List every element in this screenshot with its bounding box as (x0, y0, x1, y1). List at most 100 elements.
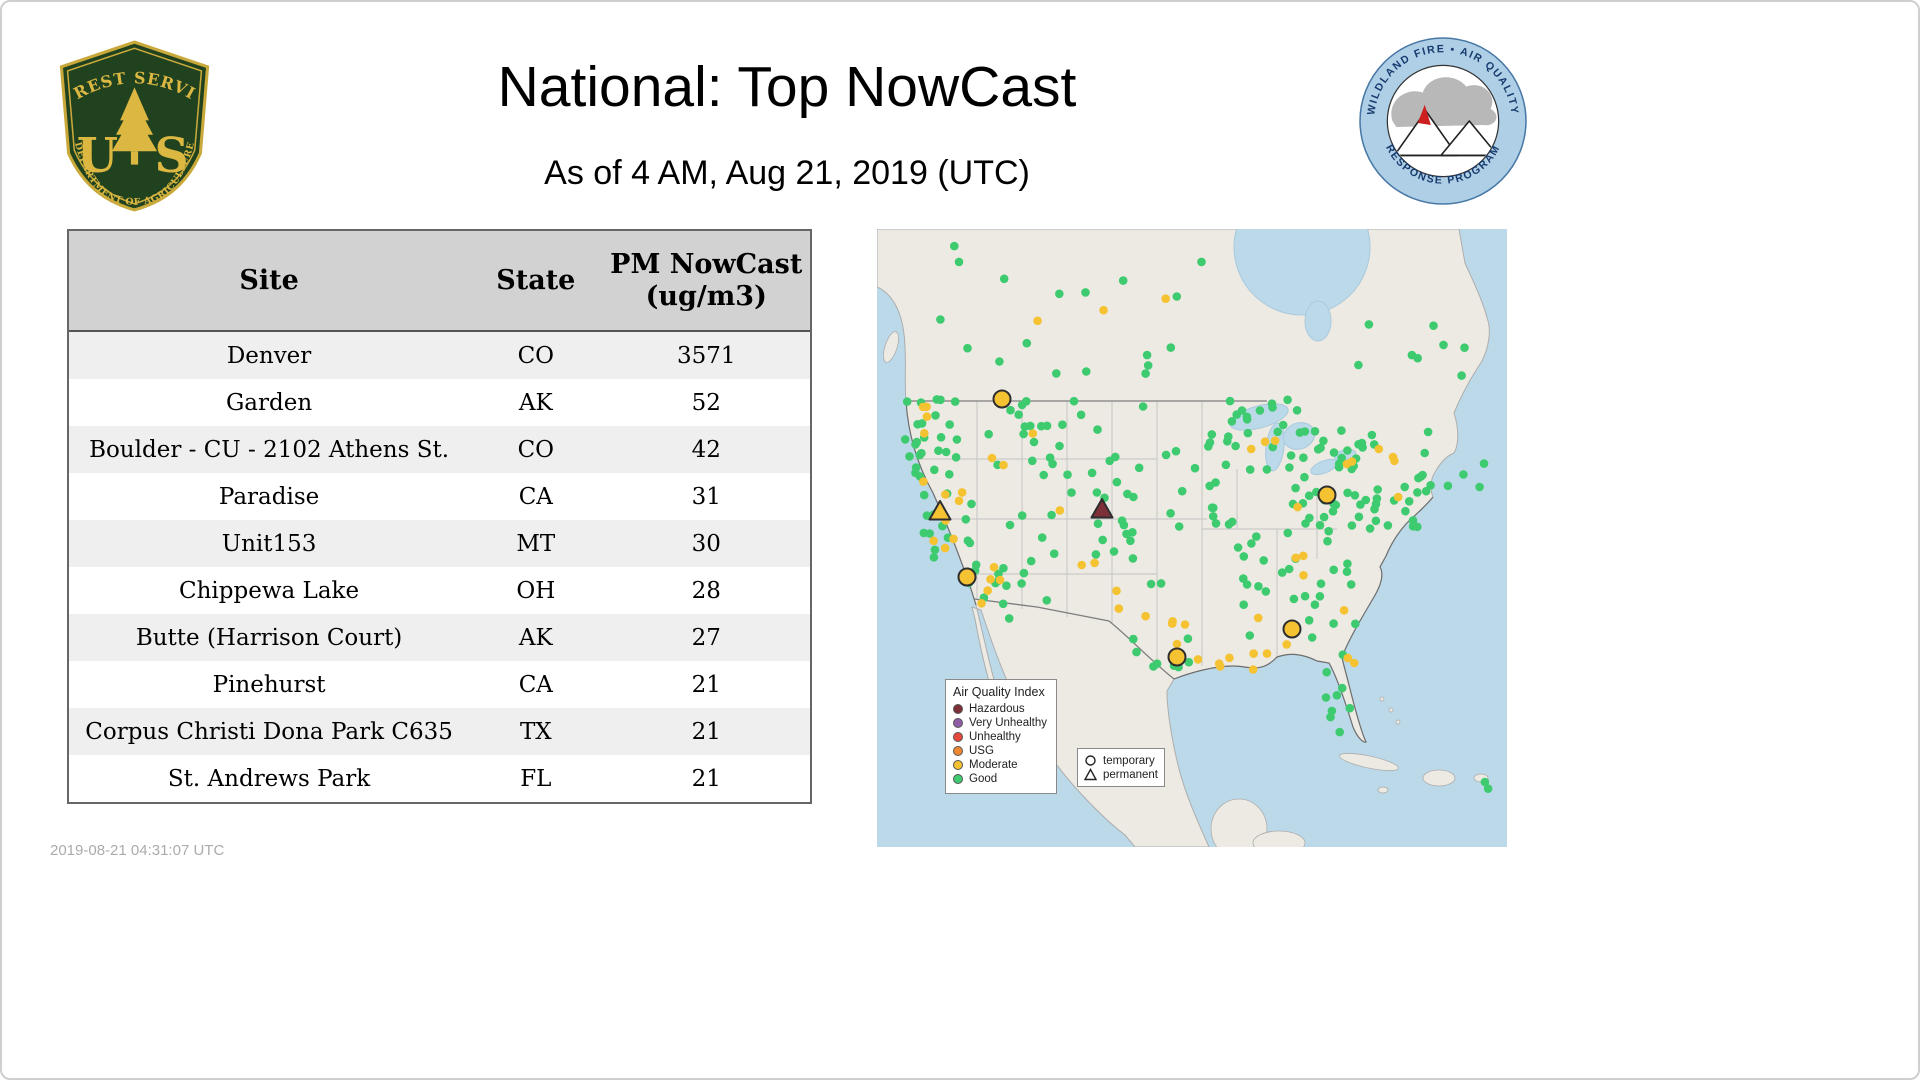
monitor-dot-good (900, 435, 910, 444)
aqi-legend-items: Hazardous Very Unhealthy Unhealthy USG Moder… (953, 703, 1049, 785)
monitor-dot-good (967, 499, 976, 509)
national-aqi-map: Air Quality Index Hazardous Very Unhealth… (877, 229, 1507, 847)
monitor-dot-good (1081, 288, 1090, 297)
monitor-dot-good (1126, 536, 1135, 546)
aqi-legend-item: Very Unhealthy (953, 717, 1049, 729)
top-nowcast-table: Site State PM NowCast (ug/m3) Denver CO 35… (67, 229, 812, 804)
monitor-dot-good (1223, 437, 1232, 446)
monitor-dot-good (1112, 477, 1122, 487)
site-cell: Chippewa Lake (179, 577, 360, 604)
monitor-dot-good (961, 515, 971, 524)
monitor-dot-good (1039, 470, 1048, 480)
monitor-dot-good (1156, 579, 1166, 588)
pine-tree-icon (111, 87, 158, 165)
usfs-letter-u: U (77, 129, 118, 184)
monitor-dot-good (1457, 371, 1466, 380)
monitor-dot-good (1322, 667, 1331, 677)
good-color-dot-icon (953, 774, 963, 784)
permanent-site-marker (1090, 498, 1114, 519)
monitor-dot-good (1093, 425, 1102, 434)
monitor-dot-good (1184, 657, 1194, 667)
monitor-dot-good (1329, 619, 1338, 628)
monitor-dot-moderate (954, 496, 964, 506)
table-row: Denver CO 3571 (69, 332, 810, 379)
monitor-dot-good (1329, 565, 1338, 575)
usfs-letter-s: S (154, 129, 188, 184)
monitor-dot-good (922, 511, 932, 520)
monitor-dot-good (1166, 509, 1175, 518)
monitor-dot-good (1273, 427, 1282, 437)
site-cell: Denver (226, 342, 312, 369)
aqi-legend-label: Unhealthy (969, 731, 1021, 743)
monitor-dot-good (954, 257, 964, 267)
state-cell: AK (518, 624, 553, 651)
monitor-dot-good (1304, 491, 1314, 501)
monitor-dot-good (1047, 510, 1056, 520)
monitor-dot-moderate (1180, 620, 1190, 629)
table-row: Boulder - CU - 2102 Athens St. CO 42 (69, 426, 810, 473)
column-header-site: Site (239, 264, 299, 296)
monitor-dot-good (1026, 556, 1036, 566)
monitor-dot-good (950, 241, 959, 251)
monitor-dot-good (1367, 430, 1377, 440)
monitor-dot-good (1017, 511, 1027, 520)
monitor-dot-good (1429, 321, 1438, 330)
monitor-dot-good (1323, 536, 1332, 546)
monitor-dot-good (1423, 427, 1433, 437)
monitor-dot-moderate (1249, 649, 1258, 658)
temporary-circle-icon (1085, 755, 1096, 766)
monitor-dot-good (963, 343, 972, 353)
monitor-dot-good (1283, 528, 1293, 538)
value-cell: 21 (691, 718, 721, 745)
usfs-shield-icon: FOREST SERVICE DEPARTMENT OF AGRICULTURE… (50, 23, 210, 212)
monitor-dot-good (1207, 430, 1217, 439)
legend-item-temporary: temporary (1084, 754, 1158, 767)
monitor-dot-moderate (1114, 604, 1124, 613)
monitor-dot-good (1291, 483, 1300, 493)
monitor-dot-moderate (1349, 658, 1359, 668)
monitor-dot-good (1416, 472, 1426, 481)
usfs-shield-logo: FOREST SERVICE DEPARTMENT OF AGRICULTURE… (50, 23, 212, 213)
monitor-dot-good (1014, 410, 1023, 419)
monitor-dot-good (1350, 491, 1360, 500)
monitor-dot-good (1278, 420, 1288, 430)
monitor-dot-good (1413, 353, 1422, 363)
monitor-dot-good (1413, 522, 1422, 532)
monitor-dot-good (1134, 463, 1144, 473)
monitor-dot-good (1017, 579, 1026, 588)
monitor-dot-good (952, 435, 962, 444)
monitor-dot-good (1208, 512, 1218, 521)
monitor-dot-good (1426, 481, 1435, 490)
monitor-dot-good (1225, 396, 1235, 406)
monitor-dot-good (1324, 526, 1333, 536)
legend-label-temporary: temporary (1103, 754, 1155, 767)
aqi-legend-item: Moderate (953, 759, 1049, 771)
site-cell: Unit153 (221, 530, 317, 557)
monitor-dot-good (1337, 426, 1346, 435)
state-cell: TX (519, 718, 552, 745)
monitor-dot-moderate (929, 536, 938, 546)
monitor-dot-moderate (1193, 655, 1203, 664)
monitor-dot-good (1049, 549, 1059, 558)
monitor-dot-moderate (989, 562, 999, 572)
monitor-dot-good (915, 450, 924, 460)
monitor-dot-good (1327, 706, 1337, 716)
table-row: Butte (Harrison Court) AK 27 (69, 614, 810, 661)
monitor-dot-good (919, 528, 929, 538)
monitor-dot-good (930, 545, 940, 555)
monitor-dot-moderate (987, 453, 997, 463)
monitor-dot-good (1483, 784, 1493, 793)
monitor-dot-good (1082, 367, 1091, 376)
monitor-dot-good (929, 553, 939, 562)
monitor-dot-good (936, 433, 946, 442)
monitor-dot-good (951, 453, 961, 462)
page-title: National: Top NowCast (497, 55, 1077, 119)
site-cell: Corpus Christi Dona Park C635 (85, 718, 453, 745)
monitor-dot-good (1237, 406, 1247, 415)
monitor-dot-good (1413, 488, 1422, 497)
monitor-dot-good (1373, 485, 1382, 494)
state-cell: FL (520, 765, 552, 792)
monitor-dot-moderate (995, 575, 1005, 585)
monitor-dot-good (1211, 519, 1221, 528)
monitor-dot-good (931, 411, 940, 420)
